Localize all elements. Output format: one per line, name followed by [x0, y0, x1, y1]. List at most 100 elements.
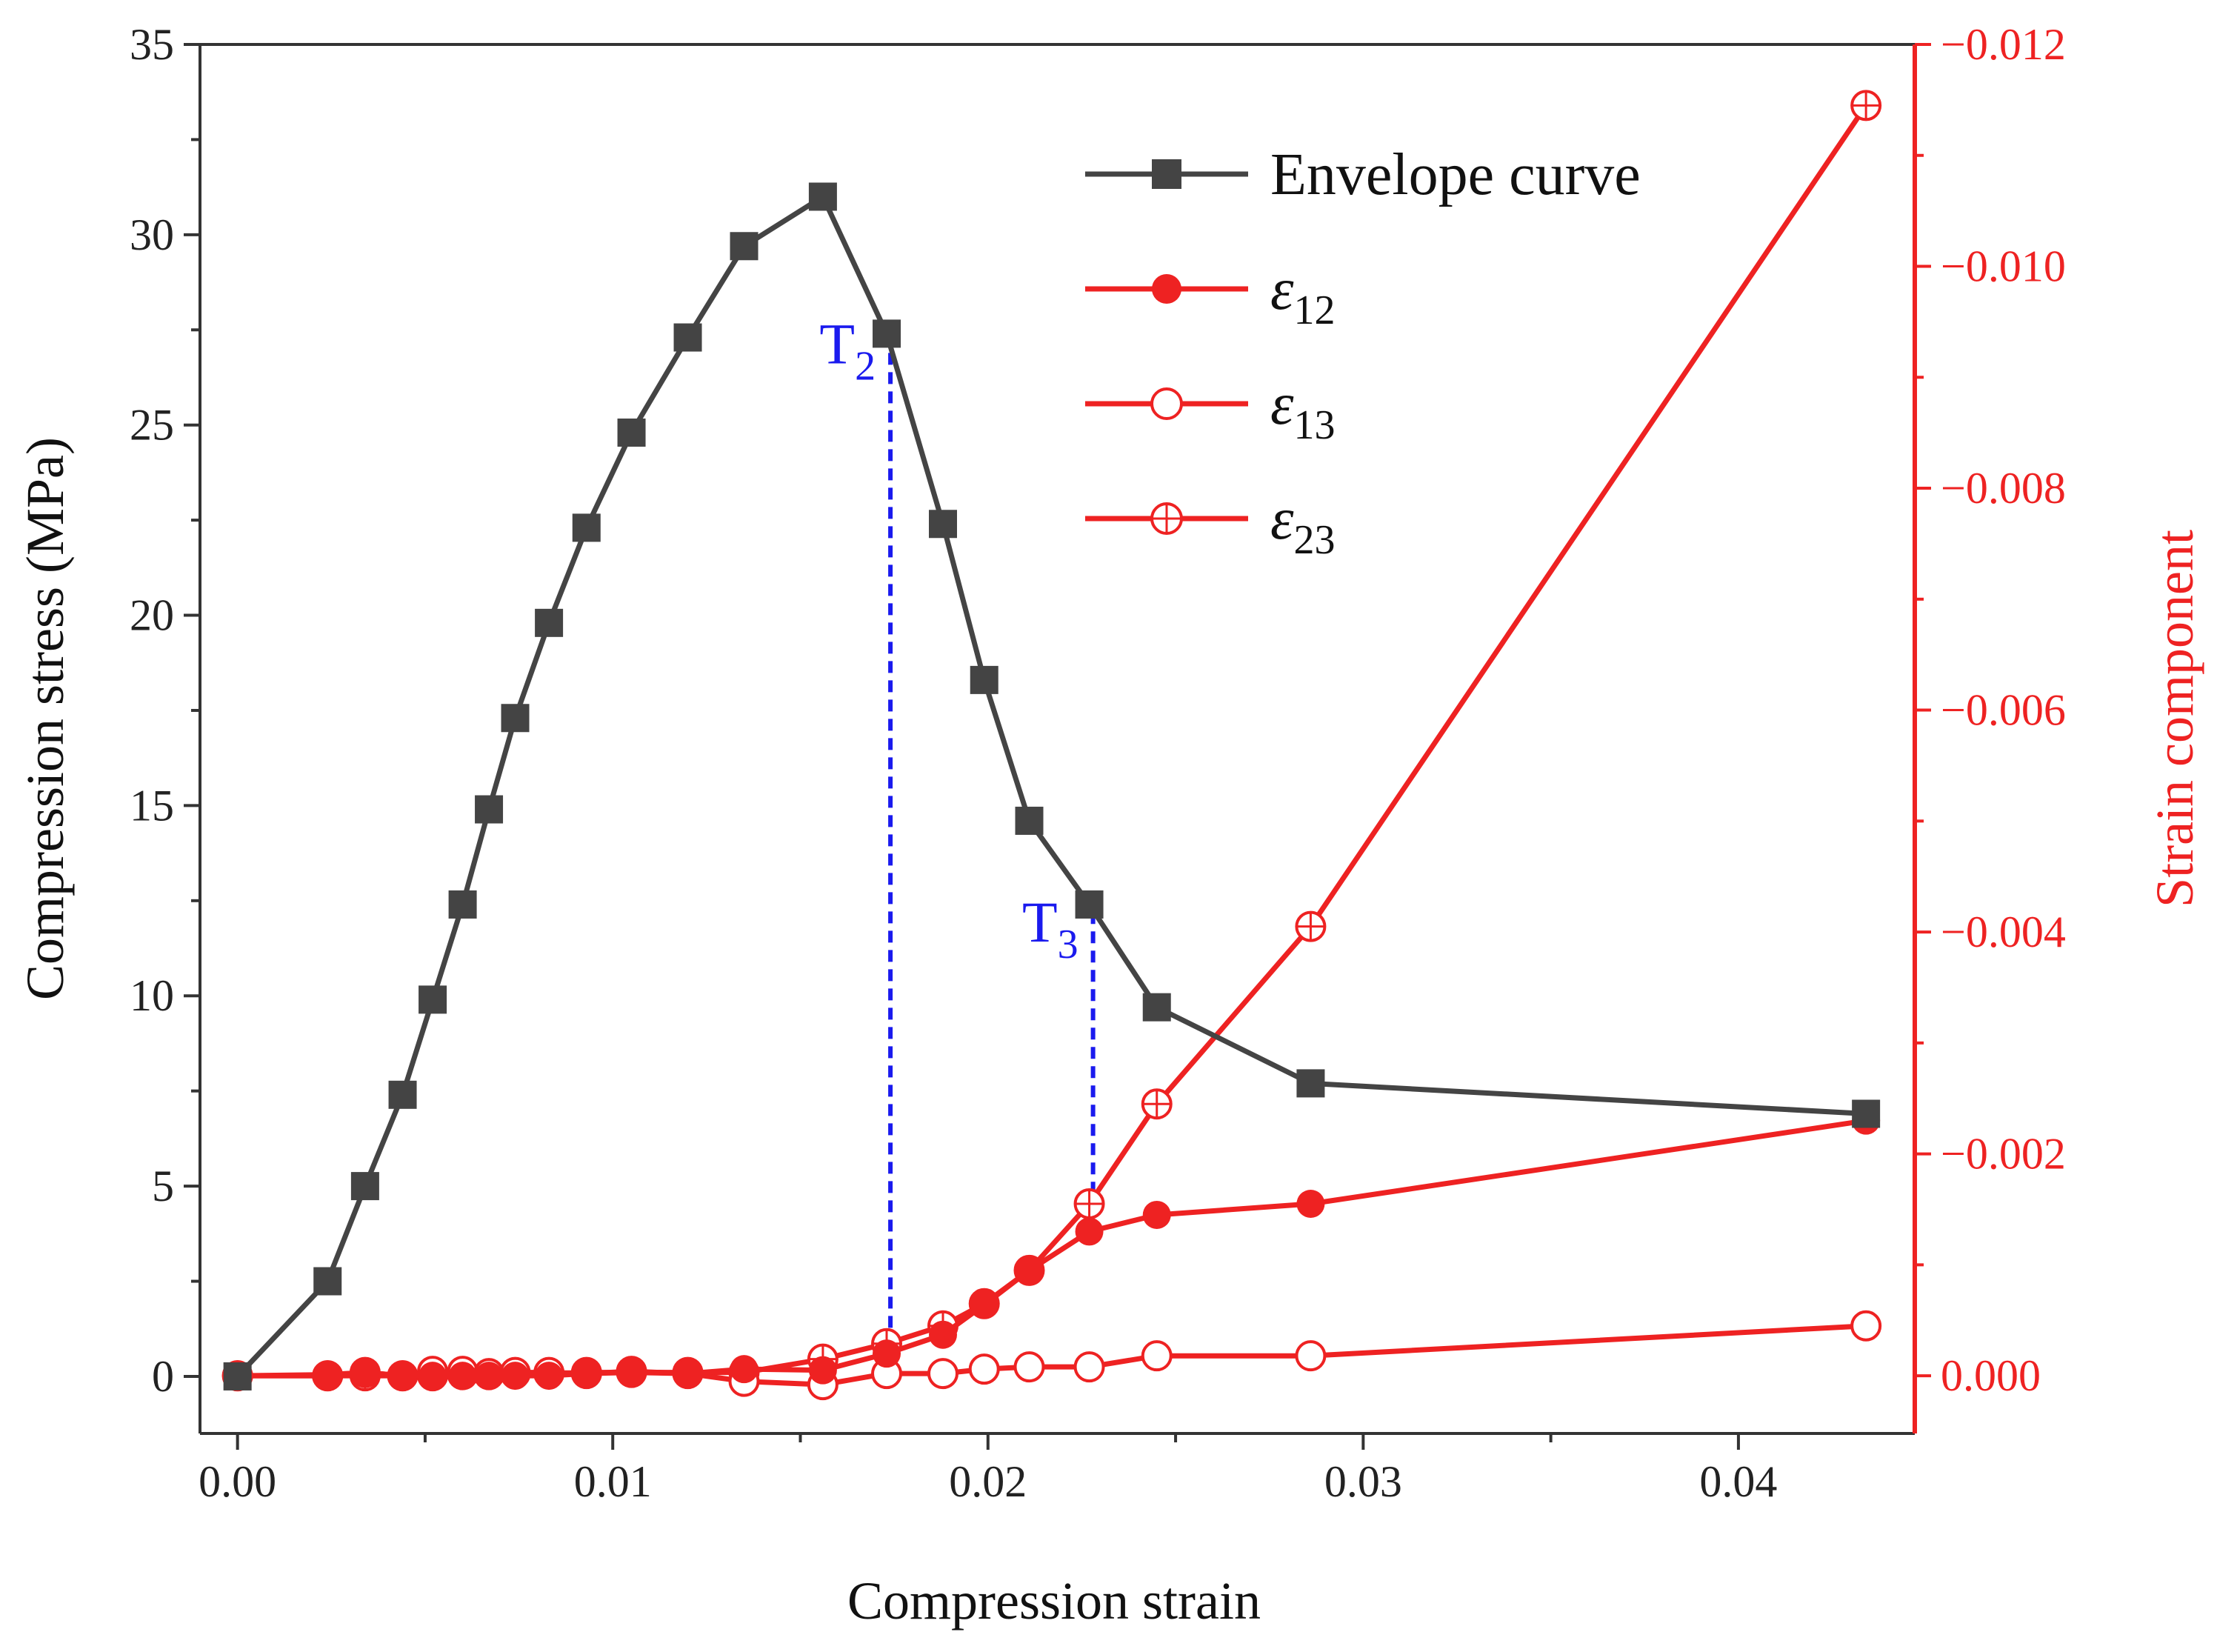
filled-circle-marker	[448, 1362, 477, 1390]
square-marker	[313, 1267, 342, 1296]
x-tick-label: 0.02	[949, 1457, 1027, 1506]
square-marker	[1075, 890, 1104, 919]
y-right-axis-title: Strain component	[2145, 530, 2204, 907]
square-marker	[1296, 1069, 1325, 1098]
filled-circle-marker	[730, 1355, 759, 1384]
square-marker	[1852, 1099, 1881, 1128]
label-layer: Compression strain Compression stress (M…	[16, 437, 2204, 1631]
open-circle-marker	[1073, 1351, 1105, 1383]
y-right-tick-label: −0.006	[1941, 686, 2066, 735]
series-line	[237, 104, 1868, 1379]
filled-circle-marker	[673, 1359, 702, 1388]
legend-item: ε23	[1085, 487, 1336, 563]
square-marker	[1152, 159, 1181, 189]
y-right-tick-label: 0.000	[1941, 1351, 2041, 1400]
filled-circle-marker	[873, 1339, 901, 1368]
square-marker	[419, 985, 447, 1014]
open-circle-marker	[1013, 1351, 1045, 1383]
y-left-tick-label: 10	[130, 971, 174, 1020]
y-right-tick-label: −0.010	[1941, 242, 2066, 291]
circle-plus-marker	[1073, 1188, 1105, 1219]
x-tick-label: 0.03	[1324, 1457, 1402, 1506]
series-line	[237, 1118, 1867, 1379]
filled-circle-marker	[617, 1358, 646, 1387]
square-marker	[448, 890, 477, 919]
filled-circle-marker	[1152, 274, 1181, 304]
open-circle-marker	[927, 1358, 959, 1390]
filled-circle-marker	[1075, 1217, 1104, 1246]
filled-circle-marker	[970, 1290, 999, 1319]
square-marker	[475, 795, 504, 824]
legend-label: Envelope curve	[1270, 142, 1641, 207]
annotation-label: T3	[1022, 890, 1079, 967]
y-left-tick-label: 20	[130, 591, 174, 640]
square-marker	[572, 513, 601, 542]
open-circle-marker	[1150, 387, 1183, 420]
x-tick-label: 0.04	[1699, 1457, 1777, 1506]
square-marker	[1142, 993, 1171, 1022]
square-marker	[350, 1172, 379, 1201]
filled-circle-marker	[928, 1320, 957, 1349]
square-marker	[1015, 806, 1044, 835]
legend-label: ε13	[1270, 372, 1336, 448]
y-right-tick-label: −0.004	[1941, 907, 2066, 956]
square-marker	[970, 665, 999, 694]
y-left-tick-label: 30	[130, 210, 174, 259]
square-marker	[388, 1080, 417, 1109]
legend-item: ε12	[1085, 257, 1336, 333]
filled-circle-marker	[535, 1362, 564, 1390]
y-left-tick-label: 0	[152, 1352, 174, 1401]
square-marker	[928, 510, 957, 539]
square-marker	[617, 418, 646, 447]
square-marker	[673, 323, 702, 352]
filled-circle-marker	[475, 1362, 504, 1390]
filled-circle-marker	[419, 1362, 447, 1390]
circle-plus-marker	[1141, 1088, 1173, 1120]
filled-circle-marker	[501, 1362, 530, 1390]
y-right-tick-label: −0.002	[1941, 1130, 2066, 1179]
open-circle-marker	[1295, 1340, 1327, 1372]
filled-circle-marker	[1296, 1189, 1325, 1218]
y-left-tick-label: 25	[130, 401, 174, 450]
series-0	[223, 182, 1881, 1390]
square-marker	[730, 232, 759, 261]
square-marker	[223, 1362, 252, 1390]
x-axis-title: Compression strain	[847, 1571, 1261, 1631]
filled-circle-marker	[1142, 1200, 1171, 1229]
legend-label: ε23	[1270, 487, 1336, 563]
series-3	[221, 90, 1882, 1392]
x-tick-label: 0.01	[574, 1457, 652, 1506]
legend-item: Envelope curve	[1085, 142, 1641, 207]
circle-plus-marker	[1295, 910, 1327, 942]
circle-plus-marker	[1850, 90, 1882, 121]
y-right-tick-label: −0.008	[1941, 464, 2066, 513]
open-circle-marker	[1850, 1310, 1882, 1342]
square-marker	[535, 608, 564, 637]
open-circle-marker	[1141, 1340, 1173, 1372]
legend-item: ε13	[1085, 372, 1336, 448]
y-right-tick-label: −0.012	[1941, 20, 2066, 69]
square-marker	[501, 704, 530, 733]
filled-circle-marker	[1015, 1256, 1044, 1285]
y-left-tick-label: 5	[152, 1162, 174, 1210]
legend-label: ε12	[1270, 257, 1336, 333]
square-marker	[808, 182, 837, 211]
x-tick-label: 0.00	[199, 1457, 276, 1506]
y-left-axis-title: Compression stress (MPa)	[16, 437, 75, 1000]
open-circle-marker	[968, 1353, 1000, 1385]
annotation-label: T2	[819, 311, 876, 389]
circle-plus-marker	[1150, 502, 1183, 535]
annotation-layer: T2 T3	[819, 311, 1096, 1358]
y-left-tick-label: 15	[130, 781, 174, 830]
filled-circle-marker	[572, 1359, 601, 1388]
legend: Envelope curve ε12 ε13 ε23	[1085, 142, 1641, 563]
axes-layer: 0.00 0.01 0.02 0.03 0.04 0 5 10 15 20 25 30 35 0.000 −…	[130, 20, 2066, 1506]
square-marker	[873, 319, 901, 348]
series-layer	[221, 90, 1882, 1401]
filled-circle-marker	[808, 1356, 837, 1385]
series-line	[236, 194, 1867, 1379]
filled-circle-marker	[313, 1360, 342, 1389]
filled-circle-marker	[350, 1358, 379, 1387]
filled-circle-marker	[388, 1362, 417, 1390]
